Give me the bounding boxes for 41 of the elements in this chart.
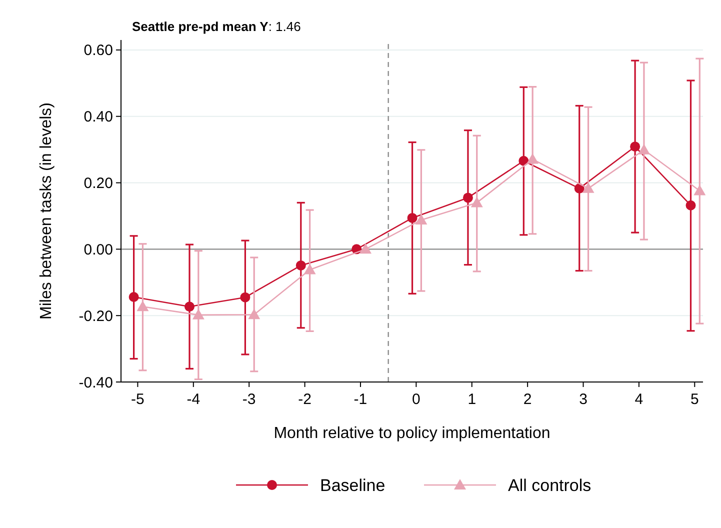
point — [240, 292, 250, 302]
point — [304, 264, 316, 274]
point — [415, 214, 428, 224]
x-tick-label: 5 — [690, 391, 699, 408]
x-tick-label: 2 — [523, 391, 532, 408]
point — [686, 200, 696, 210]
x-tick-label: -3 — [242, 391, 256, 408]
x-tick-label: -1 — [354, 391, 368, 408]
x-tick-label: 0 — [412, 391, 420, 408]
legend-label: All controls — [508, 476, 592, 495]
point — [248, 308, 260, 320]
point — [359, 243, 372, 254]
point — [184, 302, 195, 312]
point — [128, 292, 139, 302]
y-tick-label: 0.20 — [84, 175, 113, 192]
x-tick-label: 1 — [468, 391, 476, 408]
point — [630, 142, 640, 152]
point — [694, 184, 706, 196]
point — [136, 300, 149, 312]
y-tick-label: 0.00 — [84, 241, 113, 258]
y-tick-label: -0.40 — [78, 374, 113, 392]
x-tick-label: -2 — [298, 391, 312, 408]
x-tick-label: 3 — [579, 391, 588, 408]
y-tick-label: 0.40 — [84, 108, 113, 126]
legend-label: Baseline — [320, 476, 386, 495]
point — [526, 153, 539, 164]
chart-title: Seattle pre-pd mean Y: 1.46 — [132, 19, 301, 34]
x-tick-label: -4 — [186, 391, 200, 408]
y-tick-label: 0.60 — [84, 42, 113, 60]
point — [296, 260, 306, 270]
point — [470, 196, 483, 208]
point — [462, 192, 473, 203]
point — [582, 182, 594, 193]
y-axis-title: Miles between tasks (in levels) — [38, 102, 55, 320]
point — [192, 308, 204, 320]
x-tick-label: -5 — [131, 391, 144, 408]
point — [407, 212, 418, 223]
x-axis-title: Month relative to policy implementation — [274, 425, 550, 442]
point — [638, 144, 650, 154]
y-tick-label: -0.20 — [78, 308, 113, 325]
x-tick-label: 4 — [634, 391, 644, 408]
